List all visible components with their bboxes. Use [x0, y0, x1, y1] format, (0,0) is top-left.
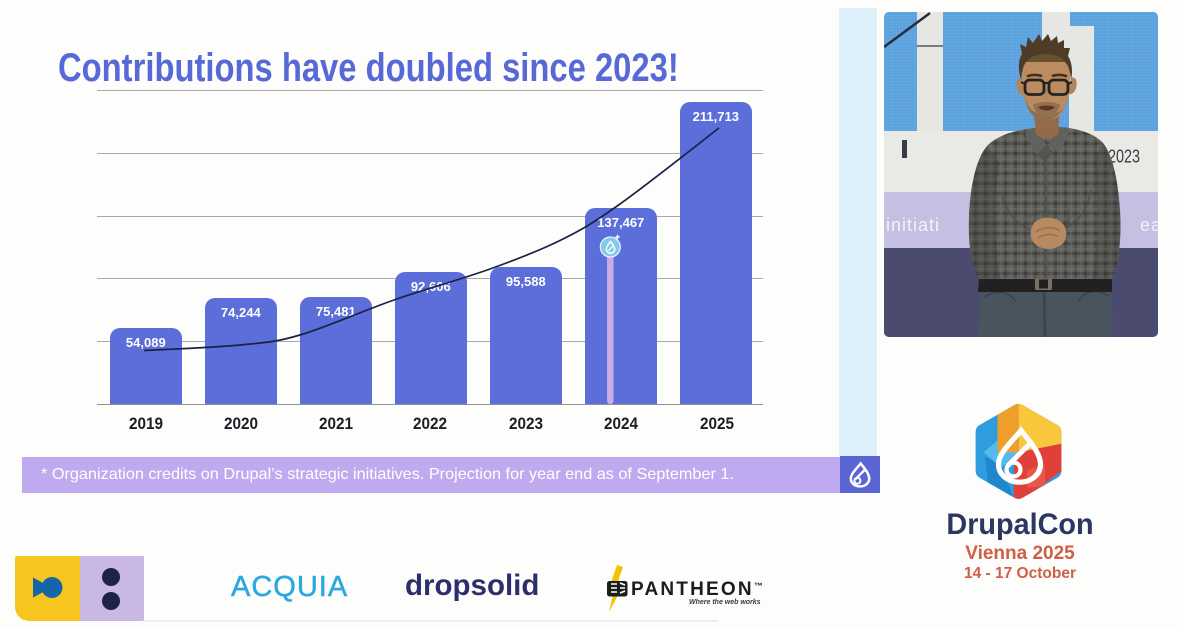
svg-text:ear: ear — [1140, 215, 1158, 235]
svg-text:initiati: initiati — [886, 215, 940, 235]
svg-text:2023: 2023 — [1108, 147, 1140, 167]
